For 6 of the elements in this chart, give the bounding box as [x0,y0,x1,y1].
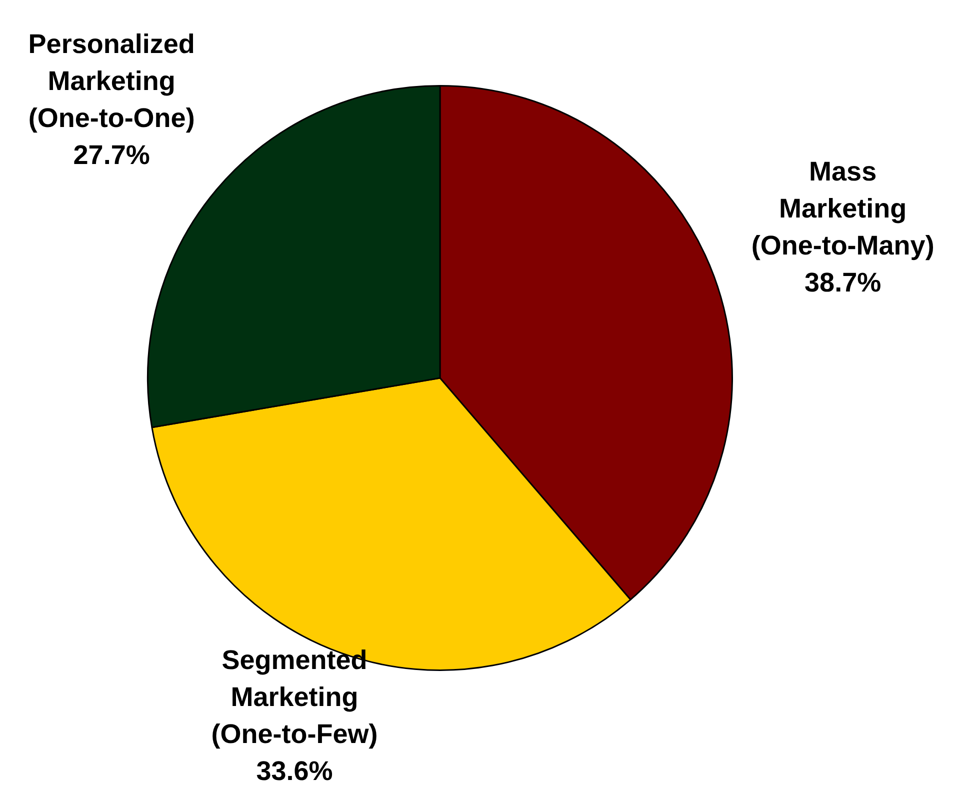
slice-label: Personalized Marketing (One-to-One) [28,29,195,134]
slice-label: Mass Marketing (One-to-Many) [751,156,934,261]
data-label: 38.7% [804,268,882,298]
data-label: 33.6% [256,756,333,786]
data-label: 27.7% [73,140,150,170]
slice-label: Segmented Marketing (One-to-Few) [211,644,378,749]
